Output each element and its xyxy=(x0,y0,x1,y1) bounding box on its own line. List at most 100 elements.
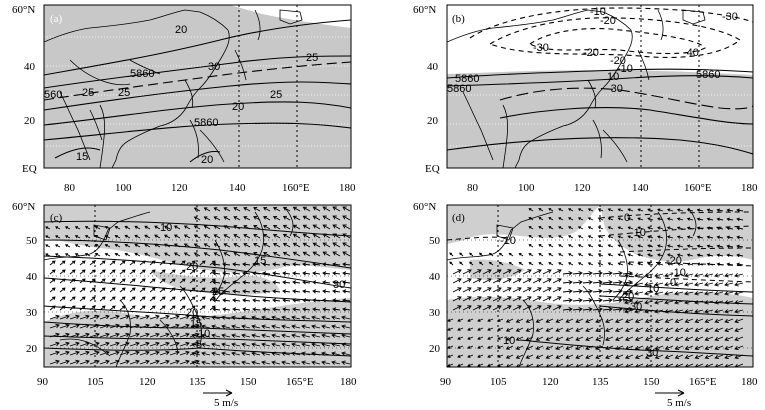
wind-vector xyxy=(272,233,281,239)
wind-vector xyxy=(497,345,504,349)
wind-vector xyxy=(734,336,744,342)
wind-vector xyxy=(487,336,494,340)
wind-vector xyxy=(114,225,121,230)
wind-vector xyxy=(89,278,96,284)
wind-vector xyxy=(129,350,140,356)
wind-vector xyxy=(209,296,216,302)
wind-vector xyxy=(674,309,684,314)
wind-vector xyxy=(271,342,281,347)
wind-vector xyxy=(292,206,301,212)
wind-vector xyxy=(169,350,180,356)
wind-vector xyxy=(482,269,492,275)
panel-a: 20 30 25 5860 25 25 560 20 25 5860 15 20… xyxy=(12,4,356,194)
wind-vector xyxy=(532,278,542,284)
wind-vector xyxy=(522,287,532,293)
wind-vector xyxy=(577,235,584,239)
wind-vector xyxy=(312,215,321,221)
wind-vector xyxy=(577,217,584,221)
wind-vector xyxy=(528,262,534,266)
wind-vector xyxy=(173,225,181,230)
x-tick-label: 140 xyxy=(229,182,246,194)
wind-vector xyxy=(191,315,201,320)
wind-vector xyxy=(311,333,321,338)
wind-vector xyxy=(512,305,522,311)
wind-vector xyxy=(221,333,231,338)
wind-vector xyxy=(545,336,554,341)
wind-vector xyxy=(332,280,341,285)
wind-vector xyxy=(487,363,494,367)
contour-label: 25 xyxy=(306,52,318,64)
wind-vector xyxy=(587,253,594,257)
wind-vector xyxy=(637,262,644,266)
wind-vector xyxy=(242,289,251,294)
wind-vector xyxy=(502,287,512,293)
wind-vector xyxy=(555,327,564,332)
contour-label: 560 xyxy=(44,89,62,101)
wind-vector xyxy=(704,327,714,333)
wind-vector xyxy=(322,298,331,303)
wind-vector xyxy=(467,363,474,367)
contour-label: 0 xyxy=(670,277,676,289)
wind-vector xyxy=(94,244,101,248)
wind-vector xyxy=(232,307,241,312)
x-tick-label: 120 xyxy=(139,376,156,388)
wind-vector xyxy=(292,271,301,276)
wind-vector xyxy=(654,291,664,296)
wind-vector xyxy=(189,287,196,293)
wind-vector xyxy=(179,305,186,311)
wind-vector xyxy=(159,341,170,347)
wind-vector xyxy=(597,235,604,239)
wind-vector xyxy=(69,269,76,275)
wind-vector xyxy=(457,345,464,349)
wind-vector xyxy=(447,354,454,358)
wind-vector xyxy=(674,354,684,360)
wind-vector xyxy=(79,350,90,356)
wind-vector xyxy=(577,226,584,230)
wind-vector xyxy=(617,208,624,212)
wind-vector xyxy=(292,224,301,230)
wind-vector xyxy=(627,262,634,266)
wind-vector xyxy=(233,234,241,239)
wind-vector xyxy=(243,252,251,257)
wind-vector xyxy=(535,327,544,332)
panel-c-meridians xyxy=(94,205,198,367)
wind-vector xyxy=(253,225,261,230)
wind-vector xyxy=(262,280,271,285)
wind-vector xyxy=(565,354,574,359)
wind-vector xyxy=(322,289,331,294)
wind-vector xyxy=(201,315,211,320)
wind-vector xyxy=(253,252,261,257)
wind-vector xyxy=(736,262,744,267)
wind-vector xyxy=(203,216,211,221)
wind-vector xyxy=(252,307,261,312)
wind-vector xyxy=(312,280,321,285)
wind-vector xyxy=(734,291,744,296)
wind-vector xyxy=(587,217,594,221)
contour-label: 20 xyxy=(201,154,213,166)
wind-vector xyxy=(666,244,674,248)
wind-vector xyxy=(647,217,654,221)
wind-vector xyxy=(79,341,90,347)
y-tick-label: 20 xyxy=(429,343,441,355)
wind-vector xyxy=(508,261,514,266)
wind-vector xyxy=(119,260,126,266)
wind-vector xyxy=(64,253,71,257)
wind-vector xyxy=(716,262,724,267)
wind-vector xyxy=(321,333,331,338)
wind-vector xyxy=(602,306,613,312)
wind-vector xyxy=(512,278,522,284)
wind-vector xyxy=(664,327,674,333)
wind-vector xyxy=(627,244,634,248)
contour-label: -10 xyxy=(670,267,686,279)
wind-vector xyxy=(89,341,100,347)
wind-vector xyxy=(644,291,654,296)
wind-vector xyxy=(134,225,141,230)
wind-vector xyxy=(282,224,291,230)
wind-vector xyxy=(597,217,604,221)
wind-vector xyxy=(231,324,241,329)
wind-vector xyxy=(74,244,81,248)
wind-vector xyxy=(545,318,554,323)
wind-vector xyxy=(724,327,734,333)
wind-vector xyxy=(301,333,311,338)
wind-vector xyxy=(477,345,484,349)
